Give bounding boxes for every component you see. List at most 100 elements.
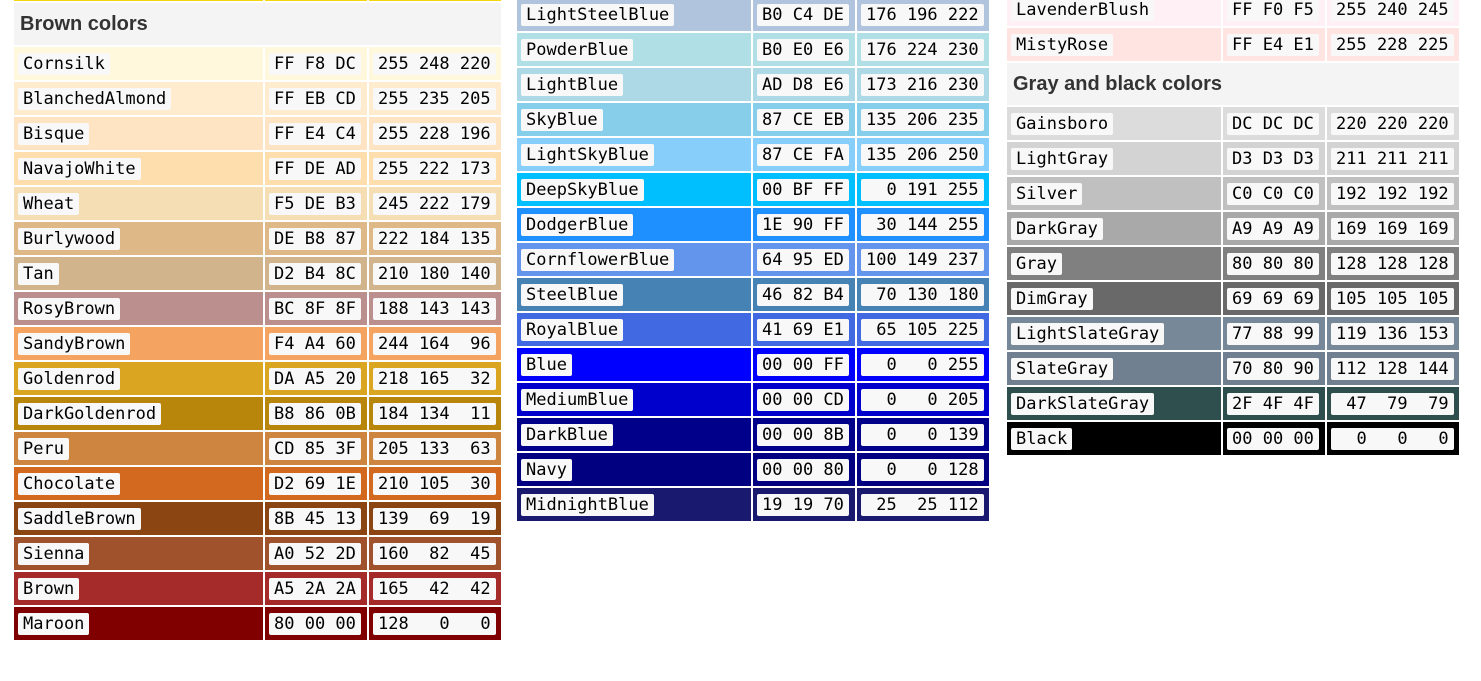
rgb-cell: 135 206 250 [857,138,989,171]
color-name: SaddleBrown [18,507,141,530]
rgb-cell: 0 0 128 [857,453,989,486]
rgb-value: 176 224 230 [861,38,984,61]
rgb-cell: 169 169 169 [1327,212,1459,245]
hex-value: B0 E0 E6 [757,38,849,61]
color-row: DarkGray A9 A9 A9 169 169 169 [1007,212,1459,245]
rgb-cell: 105 105 105 [1327,282,1459,315]
hex-value: 00 BF FF [757,178,849,201]
color-row: DodgerBlue 1E 90 FF 30 144 255 [517,208,989,241]
rgb-value: 135 206 250 [861,143,984,166]
hex-value: A9 A9 A9 [1227,217,1319,240]
rgb-cell: 30 144 255 [857,208,989,241]
color-name-cell: CornflowerBlue [517,243,751,276]
color-name-cell: SlateGray [1007,352,1221,385]
hex-cell: 77 88 99 [1223,317,1325,350]
color-row: LightSlateGray 77 88 99 119 136 153 [1007,317,1459,350]
color-name: Blue [521,353,572,376]
color-name: Sienna [18,542,90,565]
color-row: Silver C0 C0 C0 192 192 192 [1007,177,1459,210]
rgb-value: 210 105 30 [373,472,496,495]
color-name: SandyBrown [18,332,131,355]
color-name-cell: Gray [1007,247,1221,280]
rgb-cell: 0 0 205 [857,383,989,416]
color-name: Goldenrod [18,367,121,390]
rgb-cell: 255 222 173 [369,152,501,185]
hex-cell: FF E4 C4 [265,117,367,150]
color-name: Black [1011,427,1073,450]
color-row: SlateGray 70 80 90 112 128 144 [1007,352,1459,385]
hex-cell: 2F 4F 4F [1223,387,1325,420]
color-row: CornflowerBlue 64 95 ED 100 149 237 [517,243,989,276]
hex-cell: 00 00 80 [753,453,855,486]
color-name: DarkBlue [521,423,613,446]
rgb-value: 128 128 128 [1331,252,1454,275]
rgb-cell: 192 192 192 [1327,177,1459,210]
color-name-cell: Tan [14,257,263,290]
color-name: Burlywood [18,227,121,250]
hex-cell: BC 8F 8F [265,292,367,325]
color-row: DarkSlateGray 2F 4F 4F 47 79 79 [1007,387,1459,420]
rgb-cell: 139 69 19 [369,502,501,535]
color-row: DarkBlue 00 00 8B 0 0 139 [517,418,989,451]
color-row: MistyRose FF E4 E1 255 228 225 [1007,28,1459,61]
rgb-cell: 255 248 220 [369,47,501,80]
color-name-cell: Burlywood [14,222,263,255]
hex-value: 00 00 80 [757,458,849,481]
rgb-value: 128 0 0 [373,612,496,635]
hex-value: B0 C4 DE [757,3,849,26]
hex-cell: A9 A9 A9 [1223,212,1325,245]
color-row: Bisque FF E4 C4 255 228 196 [14,117,501,150]
rgb-cell: 205 133 63 [369,432,501,465]
rgb-value: 255 228 196 [373,122,496,145]
rgb-cell: 119 136 153 [1327,317,1459,350]
rgb-cell: 0 191 255 [857,173,989,206]
rgb-cell: 255 235 205 [369,82,501,115]
color-name: PowderBlue [521,38,634,61]
top-strip [14,0,501,1]
hex-value: FF E4 E1 [1227,33,1319,56]
hex-value: 70 80 90 [1227,357,1319,380]
color-name-cell: MistyRose [1007,28,1221,61]
color-name: CornflowerBlue [521,248,675,271]
color-name: DarkSlateGray [1011,392,1155,415]
rgb-value: 255 228 225 [1331,33,1454,56]
color-name: MistyRose [1011,33,1114,56]
rgb-cell: 176 224 230 [857,33,989,66]
color-name-cell: LightBlue [517,68,751,101]
color-name: LightGray [1011,147,1114,170]
color-name-cell: Cornsilk [14,47,263,80]
color-row: Blue 00 00 FF 0 0 255 [517,348,989,381]
hex-value: A5 2A 2A [269,577,361,600]
hex-cell: F5 DE B3 [265,187,367,220]
section-header-row: Gray and black colors [1007,63,1459,105]
color-row: MidnightBlue 19 19 70 25 25 112 [517,488,989,521]
rgb-value: 0 0 0 [1331,427,1454,450]
rgb-value: 165 42 42 [373,577,496,600]
hex-cell: 80 80 80 [1223,247,1325,280]
color-row: Chocolate D2 69 1E 210 105 30 [14,467,501,500]
rgb-value: 211 211 211 [1331,147,1454,170]
rgb-cell: 135 206 235 [857,103,989,136]
color-row: RosyBrown BC 8F 8F 188 143 143 [14,292,501,325]
hex-cell: B0 E0 E6 [753,33,855,66]
rgb-value: 25 25 112 [861,493,984,516]
color-row: Sienna A0 52 2D 160 82 45 [14,537,501,570]
color-row: DeepSkyBlue 00 BF FF 0 191 255 [517,173,989,206]
color-name: Peru [18,437,69,460]
hex-cell: A5 2A 2A [265,572,367,605]
hex-value: DC DC DC [1227,112,1319,135]
color-name-cell: LightGray [1007,142,1221,175]
color-name: RoyalBlue [521,318,624,341]
color-table-left: Brown colors Cornsilk FF F8 DC 255 248 220 B… [12,0,503,642]
hex-cell: AD D8 E6 [753,68,855,101]
color-name-cell: LavenderBlush [1007,0,1221,26]
hex-cell: FF DE AD [265,152,367,185]
rgb-value: 0 0 255 [861,353,984,376]
hex-value: 00 00 8B [757,423,849,446]
hex-cell: A0 52 2D [265,537,367,570]
rgb-value: 160 82 45 [373,542,496,565]
rgb-cell: 245 222 179 [369,187,501,220]
rgb-cell: 176 196 222 [857,0,989,31]
hex-value: D2 B4 8C [269,262,361,285]
hex-value: AD D8 E6 [757,73,849,96]
